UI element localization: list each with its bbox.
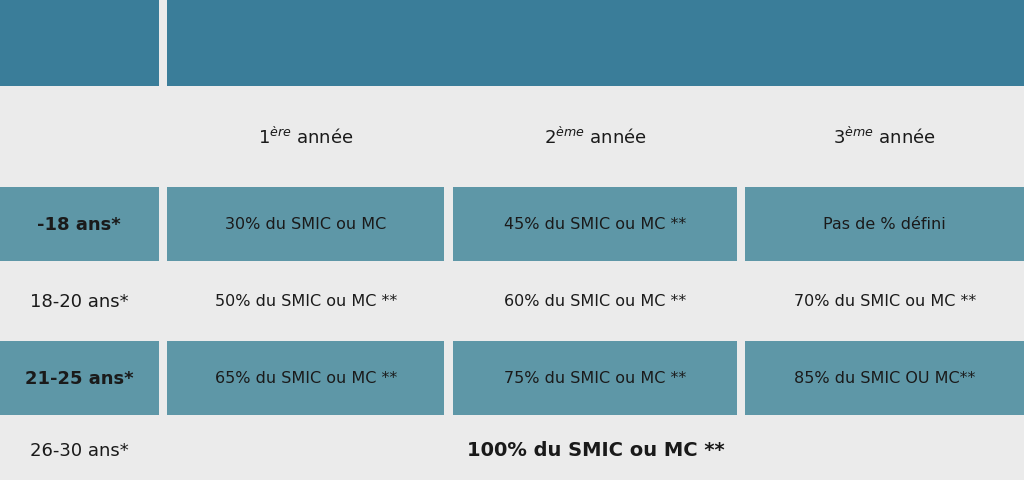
Text: 18-20 ans*: 18-20 ans*	[30, 292, 129, 310]
FancyBboxPatch shape	[737, 187, 745, 262]
FancyBboxPatch shape	[167, 341, 444, 415]
Text: 3$^{ème}$ année: 3$^{ème}$ année	[834, 126, 936, 147]
Text: -18 ans*: -18 ans*	[38, 216, 121, 233]
FancyBboxPatch shape	[444, 264, 453, 338]
FancyBboxPatch shape	[167, 264, 444, 338]
FancyBboxPatch shape	[737, 264, 745, 338]
Text: 75% du SMIC ou MC **: 75% du SMIC ou MC **	[504, 371, 686, 385]
FancyBboxPatch shape	[159, 341, 167, 415]
FancyBboxPatch shape	[453, 187, 737, 262]
Text: 26-30 ans*: 26-30 ans*	[30, 441, 129, 459]
FancyBboxPatch shape	[167, 420, 1024, 480]
FancyBboxPatch shape	[0, 341, 159, 415]
FancyBboxPatch shape	[0, 91, 1024, 182]
FancyBboxPatch shape	[444, 187, 453, 262]
Text: 45% du SMIC ou MC **: 45% du SMIC ou MC **	[504, 217, 686, 232]
Text: 70% du SMIC ou MC **: 70% du SMIC ou MC **	[794, 294, 976, 309]
FancyBboxPatch shape	[0, 264, 159, 338]
Text: 30% du SMIC ou MC: 30% du SMIC ou MC	[225, 217, 386, 232]
FancyBboxPatch shape	[737, 91, 745, 182]
Text: 60% du SMIC ou MC **: 60% du SMIC ou MC **	[504, 294, 686, 309]
FancyBboxPatch shape	[159, 187, 167, 262]
Text: 2$^{ème}$ année: 2$^{ème}$ année	[544, 126, 646, 147]
FancyBboxPatch shape	[0, 420, 159, 480]
FancyBboxPatch shape	[167, 0, 1024, 86]
FancyBboxPatch shape	[453, 264, 737, 338]
FancyBboxPatch shape	[453, 341, 737, 415]
Text: 1$^{ère}$ année: 1$^{ère}$ année	[258, 126, 353, 147]
FancyBboxPatch shape	[159, 0, 167, 86]
Text: 21-25 ans*: 21-25 ans*	[25, 369, 134, 387]
FancyBboxPatch shape	[745, 264, 1024, 338]
FancyBboxPatch shape	[0, 0, 159, 86]
FancyBboxPatch shape	[444, 91, 453, 182]
FancyBboxPatch shape	[159, 264, 167, 338]
FancyBboxPatch shape	[159, 91, 167, 182]
FancyBboxPatch shape	[745, 187, 1024, 262]
Text: 85% du SMIC OU MC**: 85% du SMIC OU MC**	[794, 371, 976, 385]
FancyBboxPatch shape	[167, 187, 444, 262]
FancyBboxPatch shape	[737, 341, 745, 415]
Text: 50% du SMIC ou MC **: 50% du SMIC ou MC **	[215, 294, 396, 309]
FancyBboxPatch shape	[444, 341, 453, 415]
FancyBboxPatch shape	[159, 420, 167, 480]
FancyBboxPatch shape	[745, 341, 1024, 415]
Text: 100% du SMIC ou MC **: 100% du SMIC ou MC **	[467, 441, 724, 459]
Text: 65% du SMIC ou MC **: 65% du SMIC ou MC **	[215, 371, 396, 385]
Text: Pas de % défini: Pas de % défini	[823, 217, 946, 232]
FancyBboxPatch shape	[0, 187, 159, 262]
